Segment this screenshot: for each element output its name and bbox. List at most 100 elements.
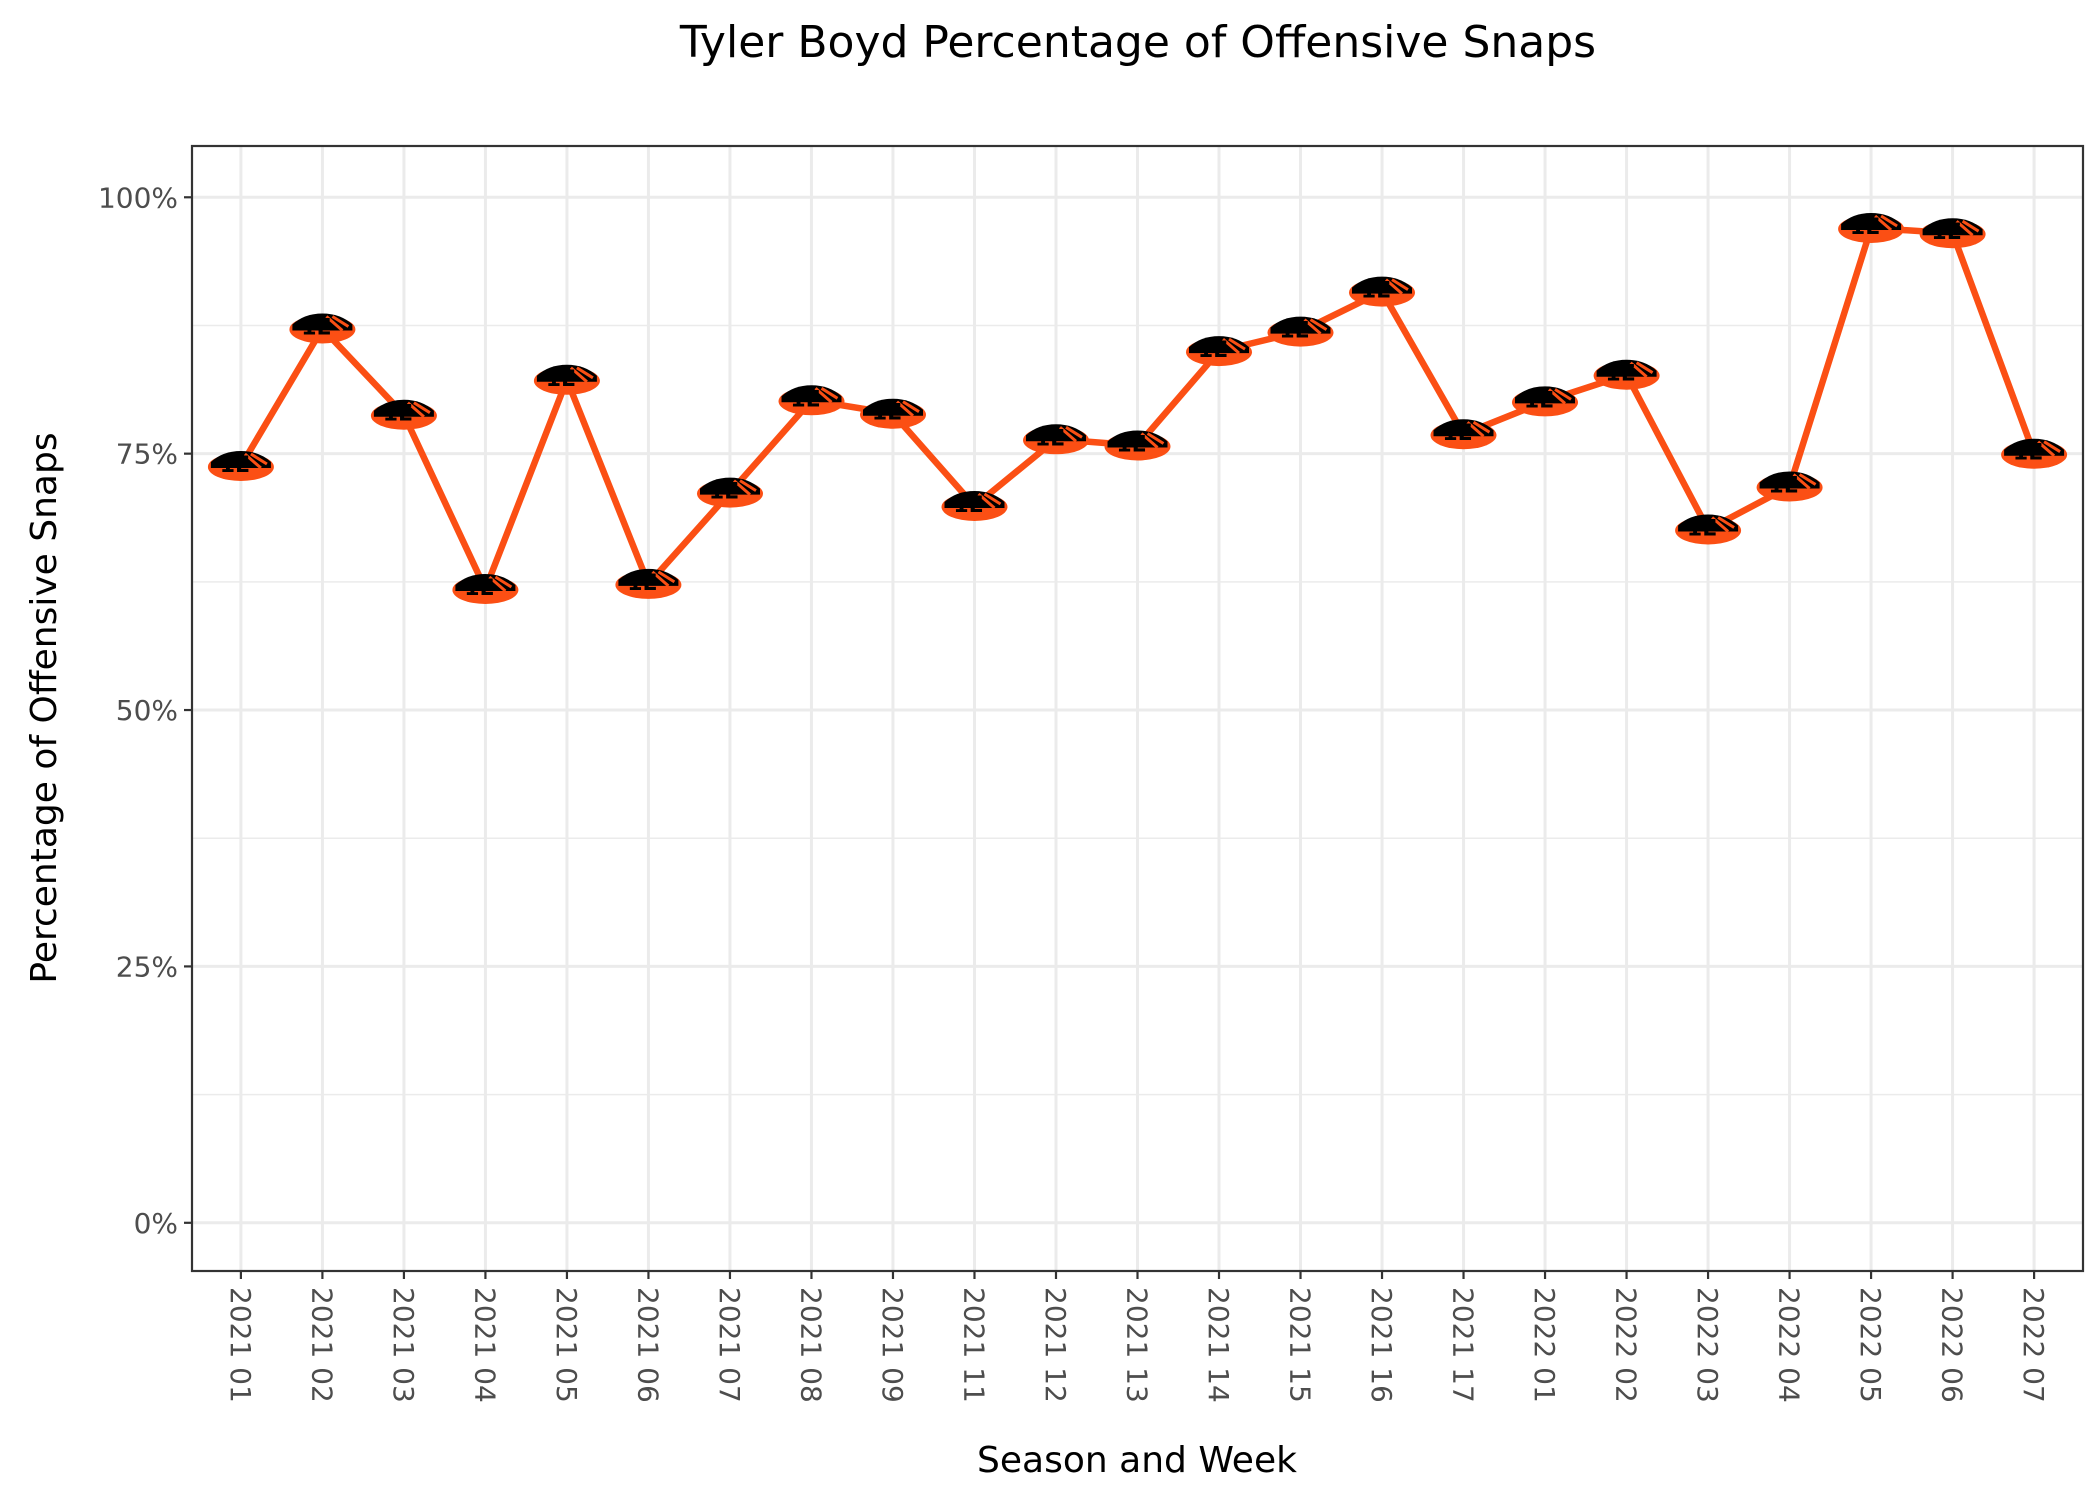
x-tick-label: 2021 09 <box>876 1287 909 1403</box>
x-tick-label: 2022 03 <box>1691 1287 1724 1403</box>
data-point: 1E <box>1756 471 1823 502</box>
x-tick-label: 2021 06 <box>631 1287 664 1403</box>
data-point: 1E <box>860 398 926 429</box>
data-point: 1E <box>1349 276 1415 307</box>
x-tick-label: 2022 07 <box>2017 1287 2050 1403</box>
data-point: 1E <box>533 364 600 395</box>
data-point: 1E <box>615 568 682 599</box>
data-point: 1E <box>1186 336 1252 367</box>
helmet-stripe-accent <box>1466 420 1491 438</box>
y-tick-label: 50% <box>116 694 178 727</box>
marker-label: 1E <box>301 316 331 341</box>
y-tick-label: 25% <box>116 950 178 983</box>
marker-label: 1E <box>464 576 494 601</box>
y-tick-label: 100% <box>98 181 178 214</box>
data-point: 1E <box>2001 438 2068 469</box>
marker-label: 1E <box>546 367 576 392</box>
x-tick-label: 2022 05 <box>1854 1287 1887 1403</box>
x-tick-label: 2021 05 <box>550 1287 583 1403</box>
data-point: 1E <box>207 451 274 481</box>
helmet-stripe-accent <box>1874 214 1898 232</box>
helmet-stripe-accent <box>1955 219 1980 237</box>
x-axis: 2021 01 2021 02 2021 03 2021 04 2021 05 2021 … <box>224 1271 2050 1403</box>
x-tick-label: 2022 04 <box>1773 1287 1806 1403</box>
helmet-stripe-accent <box>896 400 920 417</box>
data-point: 1E <box>778 385 845 416</box>
x-axis-title: Season and Week <box>977 1440 1297 1481</box>
x-tick-label: 2022 02 <box>1610 1287 1643 1403</box>
y-tick-label: 75% <box>116 438 178 471</box>
marker-label: 1E <box>2013 441 2043 466</box>
x-tick-label: 2021 14 <box>1202 1287 1235 1403</box>
data-point: 1E <box>697 477 763 508</box>
x-tick-label: 2021 11 <box>957 1287 990 1403</box>
marker-label: 1E <box>709 480 739 505</box>
marker-label: 1E <box>1524 388 1554 413</box>
x-tick-label: 2021 07 <box>713 1287 746 1403</box>
helmet-stripe-accent <box>1792 473 1817 490</box>
marker-label: 1E <box>627 571 657 596</box>
x-tick-label: 2022 01 <box>1528 1287 1561 1403</box>
data-point: 1E <box>289 313 356 344</box>
data-point: 1E <box>1430 419 1497 450</box>
helmet-stripe-accent <box>977 492 1002 510</box>
data-point: 1E <box>1512 386 1578 417</box>
helmet-stripe-accent <box>733 479 757 496</box>
data-markers: 1E 1E 1E 1E 1E 1E 1E 1E 1E 1E 1E 1E 1E 1E 1E 1E 1E 1E 1E 1E… <box>207 213 2068 604</box>
y-tick-label: 0% <box>134 1207 178 1240</box>
helmet-stripe-accent <box>1548 388 1572 405</box>
helmet-stripe-accent <box>406 401 431 418</box>
x-tick-label: 2021 01 <box>224 1287 257 1403</box>
y-axis-title: Percentage of Offensive Snaps <box>24 432 65 983</box>
marker-label: 1E <box>1279 319 1309 344</box>
helmet-stripe-accent <box>814 387 839 404</box>
data-point: 1E <box>1023 424 1089 455</box>
marker-label: 1E <box>790 387 820 412</box>
data-point: 1E <box>452 574 519 604</box>
x-tick-label: 2021 08 <box>794 1287 827 1403</box>
marker-label: 1E <box>1931 220 1961 245</box>
data-point: 1E <box>1919 218 1986 249</box>
marker-label: 1E <box>1605 362 1635 387</box>
marker-label: 1E <box>872 401 902 426</box>
helmet-stripe-accent <box>651 570 676 588</box>
marker-label: 1E <box>1116 433 1146 458</box>
helmet-stripe-accent <box>2037 440 2061 457</box>
x-tick-label: 2022 06 <box>1936 1287 1969 1403</box>
marker-label: 1E <box>1850 215 1880 240</box>
helmet-stripe-accent <box>569 366 594 383</box>
marker-label: 1E <box>1198 338 1228 363</box>
helmet-stripe-accent <box>1303 318 1328 335</box>
x-tick-label: 2021 04 <box>468 1287 501 1403</box>
helmet-stripe-accent <box>1711 516 1735 533</box>
x-tick-label: 2021 15 <box>1284 1287 1317 1403</box>
data-point: 1E <box>941 491 1008 521</box>
helmet-stripe-accent <box>1140 432 1165 449</box>
y-axis: 0% 25% 50% 75% 100% <box>98 181 192 1240</box>
helmet-stripe-accent <box>1222 337 1246 355</box>
data-point: 1E <box>1593 359 1660 390</box>
x-tick-label: 2021 02 <box>305 1287 338 1403</box>
helmet-stripe-accent <box>1629 361 1654 378</box>
marker-label: 1E <box>1768 474 1798 499</box>
x-tick-label: 2021 03 <box>387 1287 420 1403</box>
helmet-stripe-accent <box>325 315 350 332</box>
marker-label: 1E <box>1442 421 1472 446</box>
x-tick-label: 2021 16 <box>1365 1287 1398 1403</box>
data-point: 1E <box>1838 213 1905 243</box>
marker-label: 1E <box>383 402 413 427</box>
x-tick-label: 2021 12 <box>1039 1287 1072 1403</box>
marker-label: 1E <box>1687 517 1717 542</box>
x-tick-label: 2021 13 <box>1121 1287 1154 1403</box>
marker-label: 1E <box>1361 279 1391 304</box>
data-point: 1E <box>1267 316 1334 347</box>
helmet-stripe-accent <box>488 575 513 593</box>
marker-label: 1E <box>220 453 250 478</box>
helmet-stripe-accent <box>1385 278 1409 295</box>
marker-label: 1E <box>1035 426 1065 451</box>
x-tick-label: 2021 17 <box>1447 1287 1480 1403</box>
data-point: 1E <box>1675 514 1742 545</box>
grid-lines <box>192 146 2083 1271</box>
